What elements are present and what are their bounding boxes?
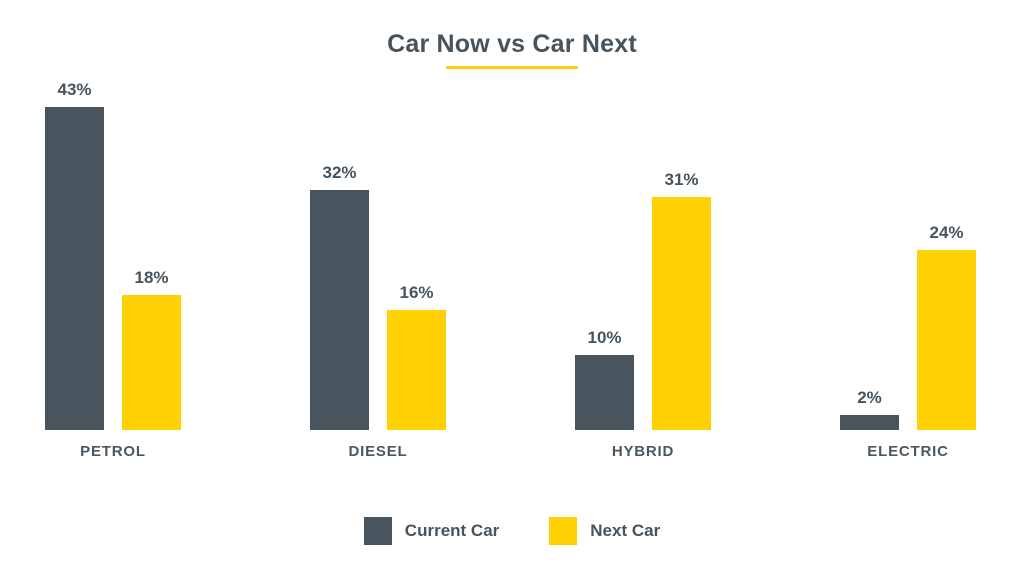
bar-current-car-hybrid [575,355,634,430]
title-block: Car Now vs Car Next [0,0,1024,69]
category-label-petrol: PETROL [80,443,146,460]
bar-wrap-current-car-diesel: 32% [310,164,369,430]
legend-swatch-current-car [363,517,392,545]
bar-wrap-next-car-hybrid: 31% [652,171,711,430]
bar-wrap-next-car-diesel: 16% [387,284,446,430]
value-label-current-car-electric: 2% [857,388,882,407]
bar-pair-diesel: 32% 16% [310,81,446,430]
bar-next-car-hybrid [652,197,711,430]
title-underline-accent [446,66,578,69]
bar-next-car-petrol [122,295,181,430]
legend-item-current-car: Current Car [363,517,500,545]
value-label-next-car-electric: 24% [929,223,964,242]
legend-label-current-car: Current Car [404,521,500,540]
bar-chart: 43% 18% PETROL 32% 16% DIESEL 10% 31% HYBRID 2% 24… [0,81,1024,460]
bar-wrap-current-car-electric: 2% [840,389,899,430]
value-label-current-car-petrol: 43% [57,80,92,99]
bar-group-diesel: 32% 16% DIESEL [310,81,446,460]
bar-pair-electric: 2% 24% [840,81,976,430]
bar-group-petrol: 43% 18% PETROL [45,81,181,460]
value-label-current-car-diesel: 32% [322,163,357,182]
bar-wrap-current-car-hybrid: 10% [575,329,634,430]
legend: Current Car Next Car [0,517,1024,545]
bar-current-car-diesel [310,190,369,430]
bar-group-hybrid: 10% 31% HYBRID [575,81,711,460]
bar-wrap-current-car-petrol: 43% [45,81,104,430]
category-label-diesel: DIESEL [348,443,408,460]
category-label-hybrid: HYBRID [611,443,675,460]
legend-item-next-car: Next Car [549,517,660,545]
value-label-current-car-hybrid: 10% [587,328,622,347]
legend-label-next-car: Next Car [590,521,661,540]
legend-swatch-next-car [549,517,578,545]
bar-next-car-diesel [387,310,446,430]
category-label-electric: ELECTRIC [867,443,949,460]
bar-current-car-petrol [45,107,104,430]
value-label-next-car-petrol: 18% [134,268,169,287]
bar-group-electric: 2% 24% ELECTRIC [840,81,976,460]
bar-wrap-next-car-electric: 24% [917,224,976,430]
bar-next-car-electric [917,250,976,430]
bar-current-car-electric [840,415,899,430]
chart-title: Car Now vs Car Next [387,30,637,58]
bar-pair-hybrid: 10% 31% [575,81,711,430]
bar-pair-petrol: 43% 18% [45,81,181,430]
value-label-next-car-diesel: 16% [399,283,434,302]
value-label-next-car-hybrid: 31% [664,170,699,189]
bar-wrap-next-car-petrol: 18% [122,269,181,430]
